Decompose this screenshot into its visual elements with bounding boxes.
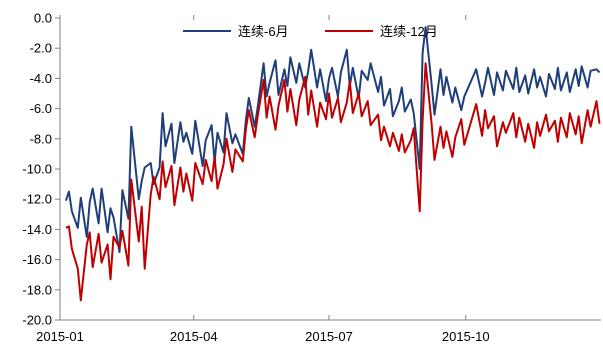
y-tick-label: -20.0 [22, 313, 52, 328]
y-tick-label: -14.0 [22, 222, 52, 237]
y-tick-label: -16.0 [22, 252, 52, 267]
y-tick-label: -4.0 [30, 71, 52, 86]
x-tick-label: 2015-04 [170, 329, 218, 344]
legend: 连续-6月 连续-12月 [183, 24, 438, 39]
series-layer [64, 26, 601, 302]
legend-label-2: 连续-12月 [380, 24, 438, 39]
series-line-2 [65, 62, 601, 302]
x-tick-label: 2015-01 [36, 329, 84, 344]
y-tick-label: -8.0 [30, 131, 52, 146]
axes: 0.0 -2.0 -4.0 -6.0 -8.0 -10.0 -12.0 -14.0 -16.0 -… [22, 11, 601, 344]
y-tick-label: -18.0 [22, 282, 52, 297]
x-tick-label: 2015-07 [305, 329, 353, 344]
y-tick-label: -12.0 [22, 192, 52, 207]
y-tick-label: -10.0 [22, 162, 52, 177]
y-tick-label: -2.0 [30, 41, 52, 56]
y-tick-label: -6.0 [30, 101, 52, 116]
legend-label-1: 连续-6月 [238, 24, 289, 39]
y-tick-label: 0.0 [34, 11, 52, 26]
x-tick-label: 2015-10 [442, 329, 490, 344]
series-line-1 [64, 26, 601, 254]
